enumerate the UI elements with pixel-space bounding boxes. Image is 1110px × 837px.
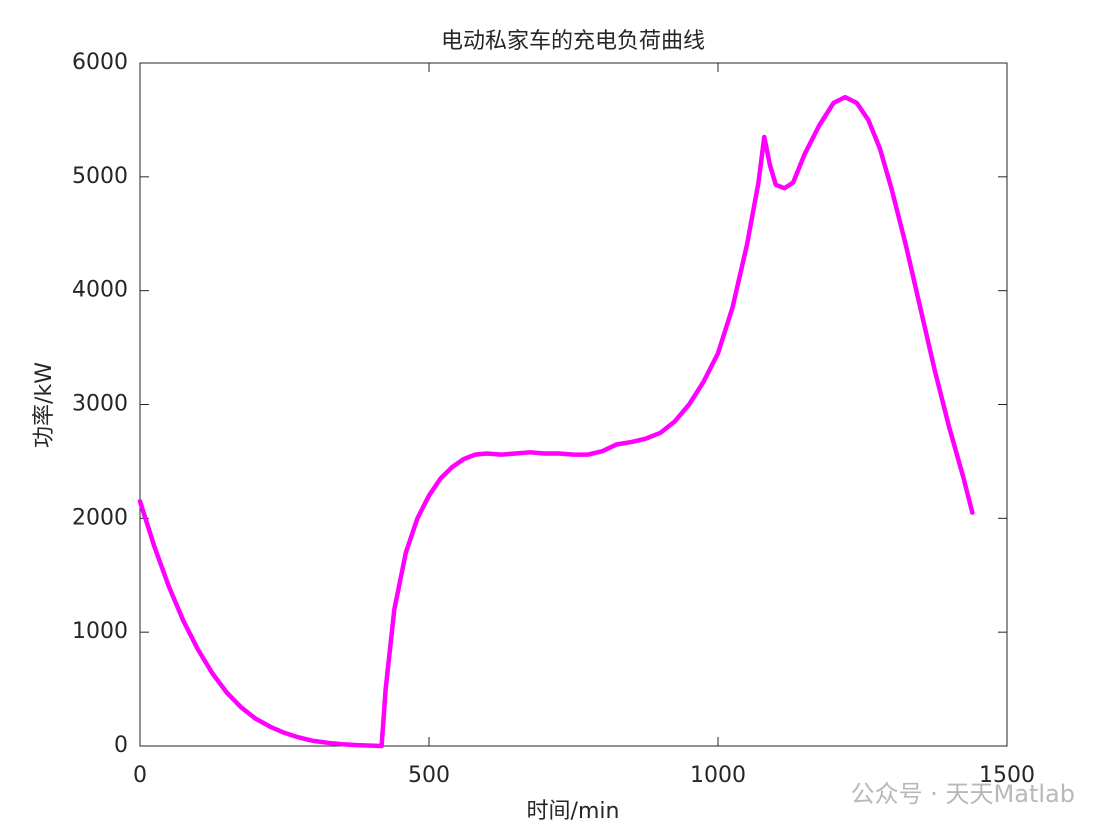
y-tick-label: 0 [114,733,128,758]
chart-title: 电动私家车的充电负荷曲线 [441,29,705,54]
y-tick-label: 6000 [72,50,128,75]
y-tick-label: 1000 [72,619,128,644]
x-axis-label: 时间/min [527,799,620,824]
watermark: 公众号 · 天天Matlab [851,780,1075,808]
x-tick-label: 0 [133,763,147,788]
y-axis-label: 功率/kW [32,362,57,448]
y-tick-label: 5000 [72,164,128,189]
y-tick-label: 3000 [72,392,128,417]
y-tick-label: 4000 [72,278,128,303]
y-tick-label: 2000 [72,505,128,530]
series-line [137,94,975,749]
x-tick-label: 1000 [690,763,746,788]
plot-box [139,62,1008,747]
x-tick-label: 500 [408,763,450,788]
x-tick-label: 1500 [979,763,1035,788]
